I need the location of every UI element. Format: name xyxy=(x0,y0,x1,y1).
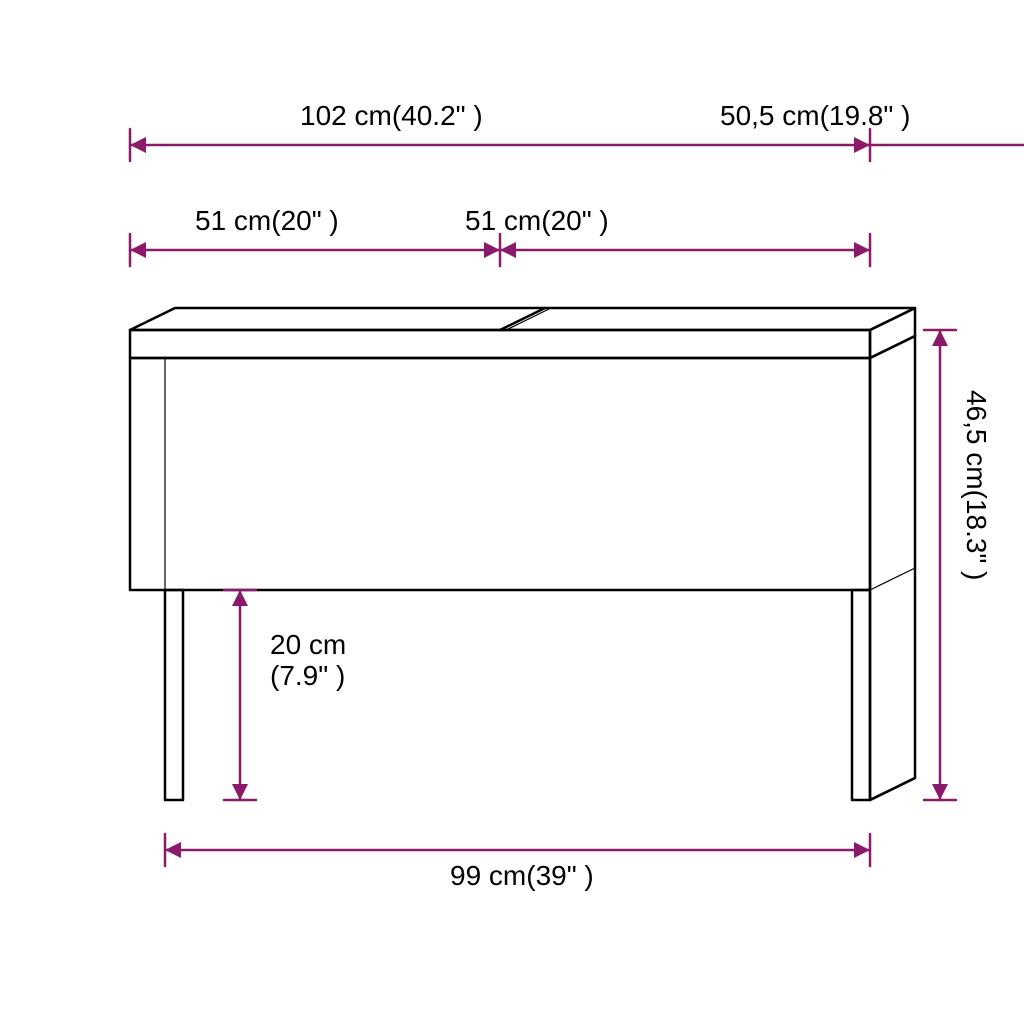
dim-leg-clearance-label: 20 cm(7.9" ) xyxy=(270,630,346,692)
dim-half-right-label: 51 cm(20" ) xyxy=(465,205,609,237)
dim-inner-width-label: 99 cm(39" ) xyxy=(450,860,594,892)
dim-depth-label: 50,5 cm(19.8" ) xyxy=(720,100,910,132)
dim-total-width-label: 102 cm(40.2" ) xyxy=(300,100,483,132)
dim-half-left-label: 51 cm(20" ) xyxy=(195,205,339,237)
dim-height-label: 46,5 cm(18.3" ) xyxy=(960,390,992,580)
